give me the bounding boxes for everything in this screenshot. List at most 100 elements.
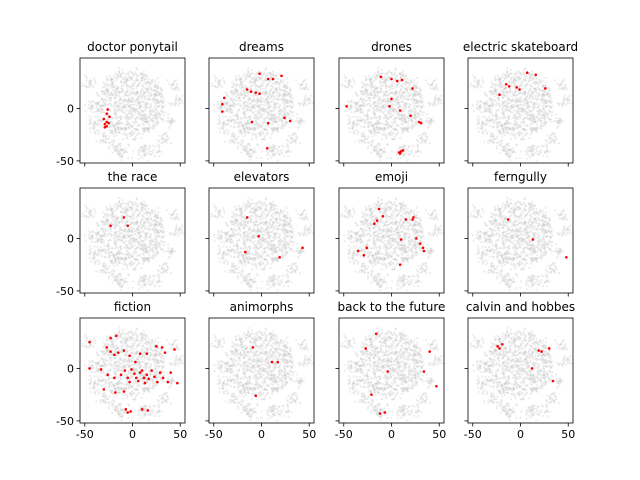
background-point (404, 80, 408, 83)
background-point (527, 154, 530, 157)
background-point (114, 101, 117, 105)
background-point (500, 124, 504, 127)
background-point (137, 111, 140, 114)
background-point (284, 102, 287, 105)
background-point (180, 102, 183, 105)
background-point (148, 153, 151, 156)
background-point (481, 124, 484, 127)
background-point (385, 79, 388, 82)
background-point (537, 86, 540, 90)
background-point (99, 107, 103, 111)
background-point (89, 105, 92, 108)
background-point (140, 243, 143, 246)
background-point (544, 138, 548, 142)
background-point (218, 105, 221, 108)
background-point (266, 151, 269, 155)
background-point (136, 99, 139, 102)
background-point (105, 91, 108, 94)
background-point (128, 253, 132, 256)
background-point (375, 104, 378, 107)
background-point (494, 103, 498, 107)
background-point (264, 77, 267, 80)
background-point (115, 122, 118, 125)
background-point (151, 98, 154, 101)
background-point (161, 101, 164, 105)
background-point (394, 93, 398, 96)
background-point (157, 86, 160, 89)
background-point (166, 79, 169, 82)
background-point (505, 122, 508, 125)
background-point (110, 130, 113, 134)
background-point (140, 77, 143, 80)
background-point (491, 114, 494, 117)
background-point (250, 68, 253, 72)
background-point (361, 132, 364, 135)
background-point (122, 105, 125, 108)
background-point (242, 139, 245, 143)
background-point (401, 123, 404, 126)
background-point (361, 133, 364, 136)
background-point (259, 87, 262, 90)
background-point (519, 150, 523, 153)
background-point (520, 109, 524, 112)
background-point (557, 102, 561, 105)
background-point (389, 133, 392, 136)
background-point (503, 145, 506, 148)
background-point (431, 80, 434, 84)
background-point (157, 105, 160, 108)
background-point (518, 91, 521, 94)
background-point (541, 154, 545, 158)
background-point (161, 118, 164, 121)
background-point (263, 127, 267, 131)
background-point (531, 114, 535, 117)
background-point (231, 101, 235, 104)
background-point (526, 106, 530, 109)
highlight-point (103, 126, 107, 129)
background-point (490, 98, 493, 101)
background-point (389, 100, 393, 104)
background-point (283, 93, 286, 96)
background-point (352, 115, 355, 118)
highlight-point (345, 105, 348, 108)
background-point (413, 97, 416, 101)
background-point (238, 79, 241, 82)
background-point (495, 137, 498, 140)
background-point (433, 99, 436, 103)
panel-title: doctor ponytail (87, 40, 178, 54)
background-point (409, 82, 412, 85)
background-point (154, 93, 157, 96)
background-point (131, 83, 134, 87)
background-point (535, 127, 538, 130)
background-point (376, 126, 379, 129)
background-point (378, 90, 381, 94)
background-point (421, 101, 424, 104)
background-point (234, 89, 237, 92)
background-point (402, 129, 405, 132)
background-point (493, 114, 496, 117)
background-point (543, 111, 546, 114)
background-point (520, 106, 523, 109)
background-point (390, 156, 393, 159)
background-point (162, 97, 165, 100)
background-point (518, 91, 522, 94)
background-point (170, 84, 173, 87)
background-point (157, 143, 160, 146)
background-point (118, 122, 121, 125)
background-point (260, 156, 263, 159)
background-point (382, 111, 385, 114)
background-point (110, 77, 113, 80)
background-point (231, 98, 234, 101)
background-point (89, 121, 92, 124)
background-point (373, 101, 377, 104)
background-point (279, 79, 283, 82)
background-point (115, 122, 118, 125)
background-point (543, 114, 546, 117)
background-point (94, 122, 97, 125)
background-point (371, 124, 374, 127)
background-point (509, 72, 512, 75)
background-point (441, 102, 444, 105)
background-point (265, 79, 269, 82)
background-point (415, 101, 418, 104)
background-point (258, 107, 262, 110)
background-point (387, 97, 390, 100)
